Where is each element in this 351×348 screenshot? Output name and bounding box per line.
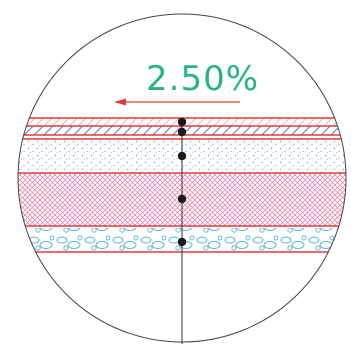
insulation-board-layer bbox=[18, 126, 346, 135]
screed-layer bbox=[18, 174, 346, 226]
lightweight-concrete-layer bbox=[18, 139, 346, 173]
slope-label: 2.50% bbox=[146, 59, 260, 99]
anchor-bolt-icon bbox=[177, 117, 187, 247]
membrane-lines bbox=[18, 117, 346, 253]
arrow-left-icon bbox=[114, 98, 240, 106]
top-membrane-layer bbox=[18, 118, 346, 126]
layer-stack bbox=[18, 117, 346, 253]
gravel-bed-layer bbox=[18, 228, 346, 252]
